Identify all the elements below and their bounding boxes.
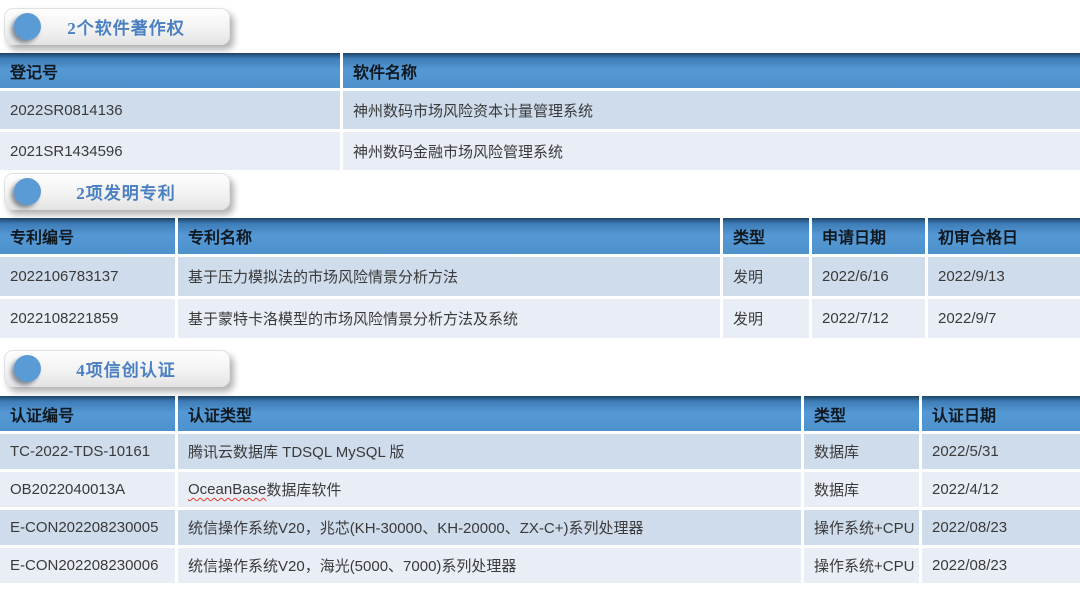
section-software-copyrights: 2个软件著作权 登记号 软件名称 2022SR0814136 神州数码市场风险资本计量… (0, 8, 1080, 170)
table-row: 2021SR1434596 神州数码金融市场风险管理系统 (0, 132, 1080, 170)
column-header: 认证类型 (178, 396, 801, 431)
table-header-row: 专利编号 专利名称 类型 申请日期 初审合格日 (0, 218, 1080, 254)
table-cell: 2022/6/16 (812, 257, 925, 296)
table-cell: 2022/9/7 (928, 299, 1080, 338)
table-cell: 数据库 (804, 472, 919, 507)
column-header: 认证编号 (0, 396, 175, 431)
table-header-row: 登记号 软件名称 (0, 53, 1080, 88)
table-cell: 基于压力模拟法的市场风险情景分析方法 (178, 257, 720, 296)
table-cell: 神州数码市场风险资本计量管理系统 (343, 91, 1080, 129)
table-row: E-CON202208230005 统信操作系统V20，兆芯(KH-30000、K… (0, 510, 1080, 545)
bullet-circle-icon (14, 13, 41, 40)
table-row: 2022108221859 基于蒙特卡洛模型的市场风险情景分析方法及系统 发明 202… (0, 299, 1080, 338)
copyrights-table: 登记号 软件名称 2022SR0814136 神州数码市场风险资本计量管理系统 2021… (0, 53, 1080, 170)
table-cell: 神州数码金融市场风险管理系统 (343, 132, 1080, 170)
section-title: 2个软件著作权 (67, 19, 185, 38)
section-badge-copyrights: 2个软件著作权 (4, 8, 230, 45)
table-row: TC-2022-TDS-10161 腾讯云数据库 TDSQL MySQL 版数据库… (0, 434, 1080, 469)
table-cell: E-CON202208230005 (0, 510, 175, 545)
column-header: 专利编号 (0, 218, 175, 254)
table-cell: 操作系统+CPU (804, 548, 919, 583)
section-badge-patents: 2项发明专利 (4, 173, 230, 210)
table-cell: 2022106783137 (0, 257, 175, 296)
column-header: 专利名称 (178, 218, 720, 254)
certifications-table: 认证编号 认证类型 类型 认证日期 TC-2022-TDS-10161 腾讯云数据库 TD… (0, 396, 1080, 583)
section-invention-patents: 2项发明专利 专利编号 专利名称 类型 申请日期 初审合格日 2022106783137 基… (0, 173, 1080, 338)
section-badge-certifications: 4项信创认证 (4, 350, 230, 387)
table-cell: 统信操作系统V20，海光(5000、7000)系列处理器 (178, 548, 801, 583)
table-cell: 基于蒙特卡洛模型的市场风险情景分析方法及系统 (178, 299, 720, 338)
table-header-row: 认证编号 认证类型 类型 认证日期 (0, 396, 1080, 431)
table-cell: 2022SR0814136 (0, 91, 340, 129)
table-cell: 数据库 (804, 434, 919, 469)
table-cell: OceanBase 数据库软件 (178, 472, 801, 507)
spellcheck-underlined-text: OceanBase (188, 481, 267, 498)
table-cell: 2022/9/13 (928, 257, 1080, 296)
table-row: 2022SR0814136 神州数码市场风险资本计量管理系统 (0, 91, 1080, 129)
table-cell: OB2022040013A (0, 472, 175, 507)
table-cell: 2022/08/23 (922, 548, 1080, 583)
table-cell: E-CON202208230006 (0, 548, 175, 583)
column-header: 登记号 (0, 53, 340, 88)
table-cell: 发明 (723, 257, 809, 296)
section-xinchuang-certifications: 4项信创认证 认证编号 认证类型 类型 认证日期 TC-2022-TDS-10161 腾讯… (0, 350, 1080, 583)
column-header: 软件名称 (343, 53, 1080, 88)
column-header: 类型 (723, 218, 809, 254)
table-cell: 发明 (723, 299, 809, 338)
patents-table: 专利编号 专利名称 类型 申请日期 初审合格日 2022106783137 基于压力模拟法的… (0, 218, 1080, 338)
table-cell: 2022/7/12 (812, 299, 925, 338)
table-row: E-CON202208230006 统信操作系统V20，海光(5000、7000)… (0, 548, 1080, 583)
table-cell: 操作系统+CPU (804, 510, 919, 545)
column-header: 申请日期 (812, 218, 925, 254)
table-cell: TC-2022-TDS-10161 (0, 434, 175, 469)
column-header: 类型 (804, 396, 919, 431)
table-cell: 2022/4/12 (922, 472, 1080, 507)
bullet-circle-icon (14, 178, 41, 205)
bullet-circle-icon (14, 355, 41, 382)
column-header: 认证日期 (922, 396, 1080, 431)
table-cell: 2022/5/31 (922, 434, 1080, 469)
section-title: 2项发明专利 (76, 184, 176, 203)
table-cell: 2022/08/23 (922, 510, 1080, 545)
table-cell: 2022108221859 (0, 299, 175, 338)
table-cell: 2021SR1434596 (0, 132, 340, 170)
table-row: OB2022040013A OceanBase 数据库软件 数据库 2022/4/12 (0, 472, 1080, 507)
column-header: 初审合格日 (928, 218, 1080, 254)
table-cell: 统信操作系统V20，兆芯(KH-30000、KH-20000、ZX-C+)系列处… (178, 510, 801, 545)
table-cell: 腾讯云数据库 TDSQL MySQL 版 (178, 434, 801, 469)
section-title: 4项信创认证 (76, 361, 176, 380)
table-row: 2022106783137 基于压力模拟法的市场风险情景分析方法 发明 2022/6/… (0, 257, 1080, 296)
